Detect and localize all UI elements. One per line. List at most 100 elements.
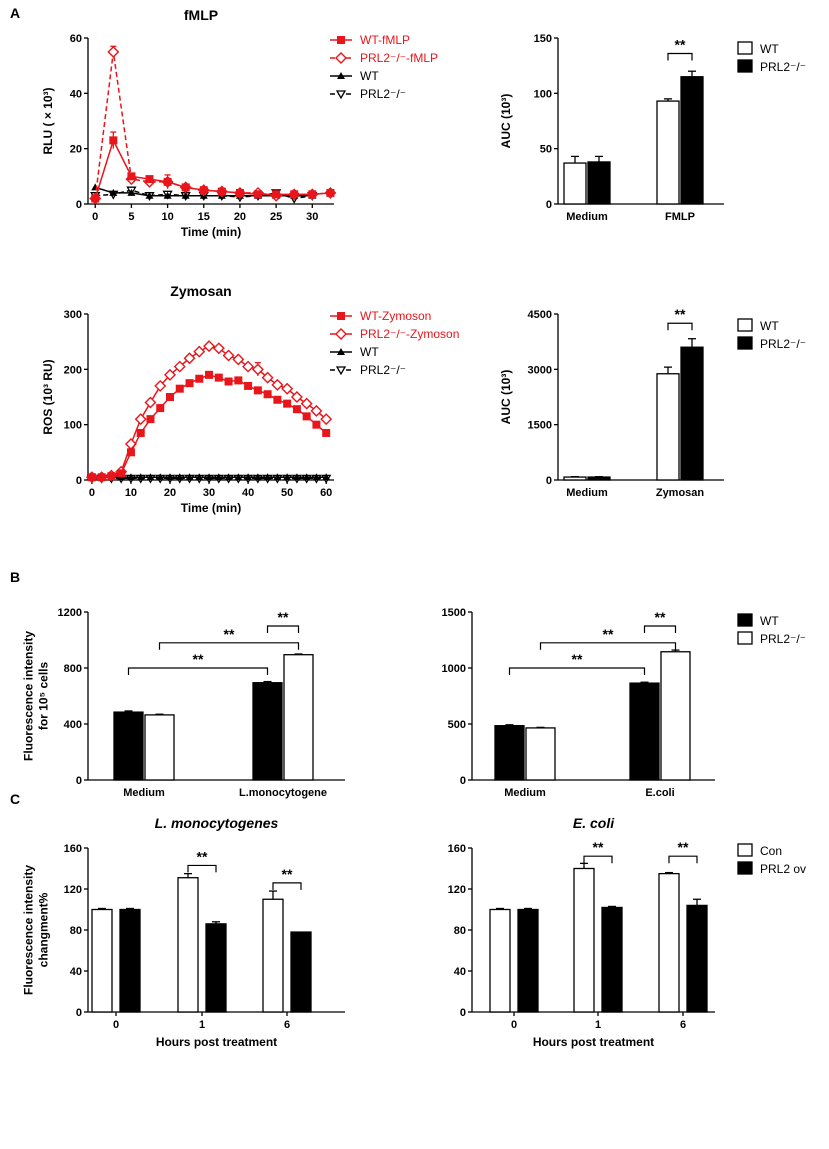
significance-label: ** — [678, 839, 689, 855]
data-point — [195, 473, 204, 481]
y-axis-label: Fluorescence intensity — [22, 865, 36, 995]
category-label: Medium — [123, 787, 165, 799]
legend-swatch — [737, 336, 753, 350]
data-point — [134, 413, 147, 426]
data-point — [107, 472, 116, 481]
chart-b_ecoli: 0 500 1000 1500 Medium E.coli ** ** ** WT PRL2⁻/⁻ — [442, 607, 807, 799]
x-tick-label: 20 — [234, 211, 246, 223]
data-point — [205, 473, 214, 481]
bar — [686, 904, 708, 1013]
legend-swatch — [737, 631, 753, 645]
y-tick-label: 80 — [454, 925, 466, 937]
significance-label: ** — [593, 839, 604, 855]
y-tick-label: 50 — [540, 144, 552, 156]
data-point — [91, 194, 100, 203]
significance-label: ** — [224, 626, 235, 642]
category-label: L.monocytogene — [239, 787, 327, 799]
x-tick-label: 20 — [164, 487, 176, 499]
data-point — [272, 190, 281, 199]
category-label: Medium — [566, 487, 608, 499]
bar — [658, 872, 680, 1013]
data-point — [263, 473, 272, 481]
data-point — [302, 412, 311, 421]
legend-label: WT — [760, 42, 779, 56]
significance-label: ** — [675, 36, 686, 52]
data-point — [300, 397, 313, 410]
data-point — [310, 404, 323, 417]
data-point — [308, 190, 317, 199]
data-point — [273, 395, 282, 404]
bar — [601, 906, 623, 1013]
y-axis-label: RLU ( × 10³) — [41, 87, 55, 154]
chart-title: E. coli — [573, 815, 615, 831]
y-tick-label: 1000 — [442, 663, 466, 675]
y-tick-label: 120 — [64, 884, 82, 896]
legend-label: WT — [360, 69, 379, 83]
x-tick-label: 0 — [92, 211, 98, 223]
y-tick-label: 80 — [70, 925, 82, 937]
data-point — [214, 473, 223, 481]
legend-swatch — [737, 318, 753, 332]
data-point — [234, 473, 243, 481]
data-point — [271, 378, 284, 391]
data-point — [263, 390, 272, 399]
data-point — [214, 373, 223, 382]
x-axis-label: Time (min) — [181, 501, 241, 515]
series-line — [91, 345, 327, 478]
legend-label: WT — [760, 319, 779, 333]
data-point — [224, 473, 233, 481]
data-point — [175, 384, 184, 393]
data-point — [281, 382, 294, 395]
y-tick-label: 500 — [448, 719, 466, 731]
y-tick-label: 100 — [64, 420, 82, 432]
bar — [587, 161, 611, 205]
significance-label: ** — [282, 866, 293, 882]
significance-bracket — [667, 322, 693, 331]
y-axis-label: for 10⁵ cells — [37, 662, 51, 731]
data-point — [183, 352, 196, 365]
significance-bracket — [583, 855, 613, 864]
x-tick-label: 5 — [128, 211, 134, 223]
chart-title: Zymosan — [170, 283, 231, 299]
y-axis-label: changment% — [37, 892, 51, 967]
significance-label: ** — [603, 626, 614, 642]
data-point — [146, 473, 155, 481]
x-tick-label: 0 — [89, 487, 95, 499]
x-axis-label: Time (min) — [181, 225, 241, 239]
y-tick-label: 60 — [70, 33, 82, 45]
y-tick-label: 0 — [76, 475, 82, 487]
bar — [144, 714, 175, 781]
panel-label-c: C — [10, 791, 20, 807]
legend-label: PRL2⁻/⁻ — [360, 363, 406, 377]
legend-marker — [337, 72, 345, 79]
y-tick-label: 1200 — [58, 607, 82, 619]
data-point — [283, 399, 292, 408]
bar — [573, 867, 595, 1013]
x-tick-label: 30 — [306, 211, 318, 223]
y-tick-label: 4500 — [528, 309, 552, 321]
bar — [290, 931, 312, 1013]
data-point — [166, 393, 174, 401]
significance-bracket — [272, 882, 302, 890]
data-point — [199, 186, 208, 195]
data-point — [261, 371, 274, 384]
y-tick-label: 160 — [64, 843, 82, 855]
chart-fmlp_line: 0 20 40 60 0 5 10 15 20 25 30 fMLP Time (min) RLU ( ×… — [41, 7, 438, 239]
data-point — [126, 448, 135, 457]
bar — [680, 346, 704, 481]
legend-marker — [337, 348, 345, 355]
data-point — [193, 345, 206, 358]
category-label: 0 — [511, 1019, 517, 1031]
y-tick-label: 0 — [76, 775, 82, 787]
legend-label: PRL2 ov — [760, 862, 806, 876]
y-tick-label: 0 — [546, 199, 552, 211]
bar — [587, 476, 611, 481]
data-point — [254, 190, 263, 199]
category-label: Medium — [566, 211, 608, 223]
data-point — [127, 172, 136, 181]
data-point — [244, 473, 253, 481]
data-point — [290, 391, 303, 403]
data-point — [320, 413, 333, 426]
legend-label: PRL2⁻/⁻ — [760, 60, 806, 74]
data-point — [126, 473, 135, 481]
